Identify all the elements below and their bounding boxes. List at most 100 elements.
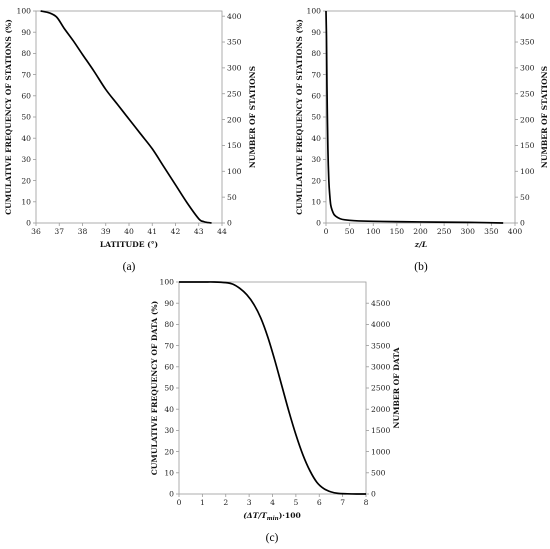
panel-a-y2-tick-label: 250 bbox=[227, 89, 242, 98]
panel-c-y-tick-label: 60 bbox=[164, 363, 174, 372]
panel-b-y-tick-label: 90 bbox=[311, 28, 321, 37]
panel-b-y-tick-label: 70 bbox=[311, 70, 321, 79]
panel-a-chart: 36 37 38 39 40 41 42 43 440102030405060708090100… bbox=[4, 7, 257, 273]
panel-b-chart: 0 50 100 150 200 250 300 350 4000102030405060708… bbox=[295, 7, 549, 273]
panel-b-y2-tick-label: 200 bbox=[520, 115, 535, 124]
panel-a-y-tick-label: 10 bbox=[21, 198, 31, 207]
panel-b-y-tick-label: 100 bbox=[307, 7, 322, 16]
panel-b-y-tick-label: 0 bbox=[316, 219, 321, 228]
panel-a-x-tick-label: 44 bbox=[217, 227, 227, 236]
panel-b-x-tick-label: 350 bbox=[484, 227, 499, 236]
panel-a-caption: (a) bbox=[123, 261, 136, 273]
panel-b-y2-tick-label: 150 bbox=[520, 141, 535, 150]
panel-a-x-tick-label: 41 bbox=[147, 227, 157, 236]
panel-b-x-tick-label: 200 bbox=[413, 227, 428, 236]
panel-a-y2-tick-label: 150 bbox=[227, 141, 242, 150]
panel-a-y2-tick-label: 350 bbox=[227, 38, 242, 47]
panel-a-y2-tick-label: 400 bbox=[227, 12, 242, 21]
panel-b-cumulative-curve bbox=[325, 10, 504, 224]
panel-b-y2-tick-label: 50 bbox=[520, 193, 530, 202]
panel-b-marks: 0 50 100 150 200 250 300 350 4000102030405060708… bbox=[307, 7, 535, 236]
panel-b-y2-tick-label: 300 bbox=[520, 64, 535, 73]
panel-c-x-tick-label: 1 bbox=[200, 498, 205, 507]
panel-b-y2-tick-label: 100 bbox=[520, 167, 535, 176]
panel-c-x-tick-label: 7 bbox=[340, 498, 345, 507]
panel-c-y2-tick-label: 2500 bbox=[371, 384, 390, 393]
panel-b-y-tick-label: 30 bbox=[311, 155, 321, 164]
panel-c-y-axis-label: CUMULATIVE FREQUENCY OF DATA (%) bbox=[150, 301, 159, 476]
panel-c-y-tick-label: 80 bbox=[164, 320, 174, 329]
panel-c-y2-tick-label: 4500 bbox=[371, 299, 390, 308]
panel-c-x-tick-label: 2 bbox=[223, 498, 228, 507]
panel-c-caption: (c) bbox=[266, 532, 279, 544]
panel-a-x-tick-label: 40 bbox=[124, 227, 134, 236]
panel-c-y2-tick-label: 3000 bbox=[371, 363, 390, 372]
panel-b-x-tick-label: 250 bbox=[437, 227, 452, 236]
panel-b-y-tick-label: 20 bbox=[311, 176, 321, 185]
panel-a-x-axis-label: LATITUDE (°) bbox=[100, 240, 158, 249]
panel-a-x-tick-label: 36 bbox=[31, 227, 41, 236]
panel-c-x-tick-label: 0 bbox=[177, 498, 182, 507]
panel-b-y2-tick-label: 400 bbox=[520, 12, 535, 21]
panel-b-x-tick-label: 0 bbox=[324, 227, 329, 236]
panel-b-x-axis-label: z/L bbox=[414, 240, 427, 249]
panel-a-x-tick-label: 42 bbox=[171, 227, 181, 236]
panel-a-x-tick-label: 39 bbox=[101, 227, 111, 236]
panel-c-y-tick-label: 10 bbox=[164, 469, 174, 478]
panel-a-cumulative-curve bbox=[40, 10, 212, 224]
panel-c-y-tick-label: 20 bbox=[164, 447, 174, 456]
panel-a-y2-tick-label: 200 bbox=[227, 115, 242, 124]
panel-b-plot-frame bbox=[325, 10, 516, 224]
panel-a-y-tick-label: 80 bbox=[21, 49, 31, 58]
panel-c-y-tick-label: 30 bbox=[164, 426, 174, 435]
panel-c-x-tick-label: 5 bbox=[293, 498, 298, 507]
panel-a-plot-frame bbox=[35, 10, 223, 224]
panel-c-y-tick-label: 0 bbox=[169, 490, 174, 499]
panel-b-y-tick-label: 40 bbox=[311, 134, 321, 143]
panel-c-y2-tick-label: 500 bbox=[371, 469, 386, 478]
panel-c-cumulative-curve bbox=[178, 281, 367, 495]
panel-c-y-tick-label: 90 bbox=[164, 299, 174, 308]
panel-b-y2-tick-label: 0 bbox=[520, 219, 525, 228]
panel-a-y-tick-label: 20 bbox=[21, 176, 31, 185]
panel-b-y-tick-label: 80 bbox=[311, 49, 321, 58]
panel-a-x-tick-label: 43 bbox=[194, 227, 204, 236]
panel-a-y2-tick-label: 0 bbox=[227, 219, 232, 228]
panel-a-y2-tick-label: 300 bbox=[227, 64, 242, 73]
panel-b-y2-tick-label: 250 bbox=[520, 89, 535, 98]
panel-a-y-tick-label: 40 bbox=[21, 134, 31, 143]
panel-c-y2-tick-label: 1000 bbox=[371, 447, 390, 456]
panel-a-y-tick-label: 90 bbox=[21, 28, 31, 37]
panel-c-x-axis-label-tail: )·100 bbox=[279, 511, 301, 520]
panel-c-x-tick-label: 4 bbox=[270, 498, 275, 507]
panel-c-x-tick-label: 3 bbox=[247, 498, 252, 507]
panel-c-y-tick-label: 50 bbox=[164, 384, 174, 393]
panel-c-chart: 0 1 2 3 4 5 6 7 80102030405060708090100050010001… bbox=[150, 278, 401, 544]
panel-b-caption: (b) bbox=[414, 261, 428, 273]
panel-b-x-tick-label: 300 bbox=[461, 227, 476, 236]
panel-b-x-tick-label: 100 bbox=[366, 227, 381, 236]
panel-c-y2-tick-label: 3500 bbox=[371, 341, 390, 350]
panel-a-x-tick-label: 37 bbox=[54, 227, 64, 236]
panel-a-x-tick-label: 38 bbox=[78, 227, 88, 236]
panel-b-x-tick-label: 150 bbox=[390, 227, 405, 236]
panel-b-y-tick-label: 50 bbox=[311, 113, 321, 122]
panel-c-x-tick-label: 8 bbox=[364, 498, 369, 507]
panel-c-x-axis-label: (ΔT/Tmin)·100 bbox=[243, 511, 301, 522]
panel-c-y2-tick-label: 2000 bbox=[371, 405, 390, 414]
panel-a-y-tick-label: 70 bbox=[21, 70, 31, 79]
panel-b-x-tick-label: 400 bbox=[508, 227, 523, 236]
panel-c-x-axis-label-main: (ΔT/T bbox=[243, 511, 268, 520]
panel-c-y-tick-label: 40 bbox=[164, 405, 174, 414]
panel-c-marks: 0 1 2 3 4 5 6 7 80102030405060708090100050010001… bbox=[160, 278, 391, 507]
panel-a-y2-axis-label: NUMBER OF STATIONS bbox=[248, 65, 257, 168]
panel-c-plot-frame bbox=[178, 281, 367, 495]
panel-b-y-axis-label: CUMULATIVE FREQUENCY OF STATIONS (%) bbox=[295, 19, 304, 215]
panel-a-y-tick-label: 0 bbox=[26, 219, 31, 228]
panel-a-y-tick-label: 60 bbox=[21, 92, 31, 101]
panel-c-y-tick-label: 70 bbox=[164, 341, 174, 350]
panel-c-y2-tick-label: 4000 bbox=[371, 320, 390, 329]
panel-a-y2-tick-label: 100 bbox=[227, 167, 242, 176]
panel-a-y-tick-label: 50 bbox=[21, 113, 31, 122]
